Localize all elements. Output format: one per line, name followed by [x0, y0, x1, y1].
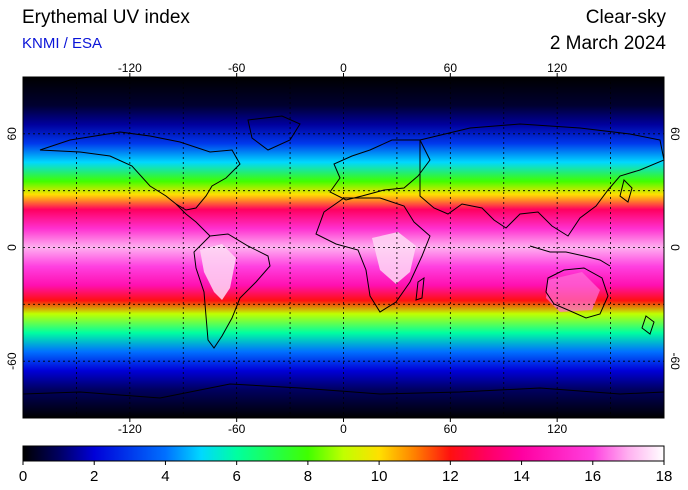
africa-enhancement: [372, 232, 416, 284]
coastline-africa: [315, 197, 431, 313]
sky-condition-label: Clear-sky: [585, 7, 666, 28]
grid-lines: [23, 77, 664, 418]
australia-enhancement: [546, 272, 600, 312]
colorbar-tick-label: 4: [161, 468, 169, 485]
coastline-madagascar: [415, 276, 425, 301]
colorbar-tick-label: 2: [90, 468, 98, 485]
lon-ticks-top: -120 -60 0 60 120: [118, 61, 567, 77]
lon-tick-label: -120: [118, 61, 142, 75]
colorbar-tick-label: 8: [304, 468, 312, 485]
colorbar-tick-label: 18: [656, 468, 673, 485]
lat-tick-label: -60: [5, 352, 19, 370]
lon-tick-label: 0: [340, 422, 347, 436]
coastline-antarctica: [23, 383, 664, 399]
coastlines: [23, 115, 664, 399]
colorbar-tick-label: 0: [19, 468, 27, 485]
lon-tick-label: -60: [228, 61, 246, 75]
coastline-south-america: [193, 233, 271, 349]
lon-tick-label: 60: [444, 61, 458, 75]
coastline-indonesia: [529, 245, 611, 267]
lon-tick-label: 60: [444, 422, 458, 436]
south-america-enhancement: [200, 244, 236, 300]
credit-label: KNMI / ESA: [22, 35, 103, 52]
lon-tick-label: 0: [340, 61, 347, 75]
coastline-greenland: [247, 115, 301, 151]
date-label: 2 March 2024: [549, 33, 666, 54]
lat-ticks-right: 60 0 -60: [668, 127, 682, 370]
lat-tick-label: -60: [668, 352, 682, 370]
colorbar: [22, 445, 665, 462]
lat-ticks-left: 60 0 -60: [5, 127, 19, 370]
lon-tick-label: -120: [118, 422, 142, 436]
lon-tick-label: 120: [547, 422, 567, 436]
coastline-central-america: [175, 203, 211, 237]
lon-tick-label: -60: [228, 422, 246, 436]
map-title: Erythemal UV index: [22, 7, 190, 28]
lat-tick-label: 60: [5, 127, 19, 141]
coastline-japan: [619, 179, 633, 203]
coastline-europe: [329, 139, 431, 201]
lat-tick-label: 60: [668, 127, 682, 141]
lon-tick-label: 120: [547, 61, 567, 75]
colorbar-tick-label: 14: [513, 468, 530, 485]
colorbar-tick-label: 6: [232, 468, 240, 485]
colorbar-ticks: 0 2 4 6 8 10 12 14 16 18: [19, 461, 673, 485]
lon-ticks-bottom: -120 -60 0 60 120: [118, 418, 567, 436]
lat-tick-label: 0: [668, 244, 682, 251]
lat-tick-label: 0: [5, 244, 19, 251]
land-enhancement: [200, 232, 600, 312]
coastline-new-zealand: [641, 315, 655, 335]
colorbar-tick-label: 12: [442, 468, 459, 485]
colorbar-tick-label: 10: [371, 468, 388, 485]
coastline-asia: [419, 123, 664, 237]
coastline-australia: [545, 267, 609, 319]
colorbar-tick-label: 16: [584, 468, 601, 485]
